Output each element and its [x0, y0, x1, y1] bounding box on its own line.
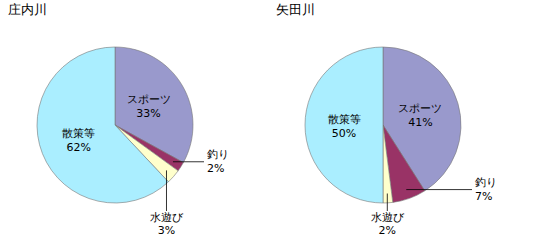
svg-text:スポーツ41%: スポーツ41% — [398, 102, 442, 129]
svg-text:散策等62%: 散策等62% — [62, 127, 95, 154]
html-text:矢田川: 矢田川 — [276, 2, 315, 17]
svg-text:散策等50%: 散策等50% — [328, 113, 361, 140]
svg-text:釣り7%: 釣り7% — [475, 176, 497, 203]
svg-text:スポーツ33%: スポーツ33% — [127, 93, 171, 120]
html-text:庄内川: 庄内川 — [8, 2, 47, 17]
svg-text:水遊び3%: 水遊び3% — [150, 211, 184, 237]
svg-text:釣り2%: 釣り2% — [207, 148, 229, 175]
svg-text:水遊び2%: 水遊び2% — [371, 211, 405, 237]
